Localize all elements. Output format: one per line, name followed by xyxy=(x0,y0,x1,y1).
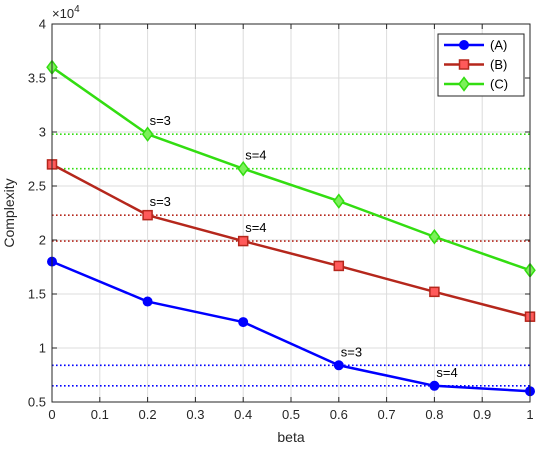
data-point xyxy=(141,126,154,142)
data-point xyxy=(237,160,250,177)
annotation-label: s=3 xyxy=(150,194,171,209)
series-line xyxy=(51,66,531,272)
x-axis-ticks: 0 0.1 0.2 0.3 0.4 0.5 0.6 0.7 0.8 0.9 1 xyxy=(48,24,534,422)
data-point xyxy=(332,193,345,209)
x-tick-label: 0.6 xyxy=(330,407,348,422)
legend: (A) (B) (C) xyxy=(437,33,525,97)
x-tick-label: 0.8 xyxy=(425,407,443,422)
y-tick-label: 1 xyxy=(39,341,46,356)
x-tick-label: 0.9 xyxy=(473,407,491,422)
annotations: s=3 s=4 s=3 s=4 s=3 s=4 xyxy=(150,113,458,380)
data-point xyxy=(142,296,153,307)
legend-label: (B) xyxy=(490,57,507,72)
x-tick-label: 0.5 xyxy=(282,407,300,422)
series-line xyxy=(51,163,531,318)
legend-marker xyxy=(458,59,470,70)
y-axis-exponent: ×104 xyxy=(52,4,80,21)
annotation-label: s=3 xyxy=(150,113,171,128)
y-axis-exponent-base: ×10 xyxy=(52,6,74,21)
annotation-label: s=4 xyxy=(245,220,266,235)
series-line xyxy=(51,260,531,393)
x-tick-label: 0 xyxy=(48,407,55,422)
y-axis-label: Complexity xyxy=(1,178,17,247)
annotation-label: s=3 xyxy=(341,344,362,359)
data-point xyxy=(142,209,153,221)
y-axis-exponent-power: 4 xyxy=(74,4,80,15)
data-point xyxy=(238,317,249,328)
series-3 xyxy=(46,59,536,278)
y-tick-label: 0.5 xyxy=(28,395,46,410)
data-point xyxy=(333,260,345,272)
data-point xyxy=(237,235,249,247)
x-tick-label: 0.4 xyxy=(234,407,252,422)
x-tick-label: 0.7 xyxy=(378,407,396,422)
data-point xyxy=(429,286,440,298)
data-point xyxy=(429,380,440,391)
legend-label: (A) xyxy=(490,38,507,53)
legend-marker xyxy=(459,40,469,50)
y-tick-label: 3.5 xyxy=(28,71,46,86)
annotation-label: s=4 xyxy=(245,148,266,163)
legend-marker xyxy=(458,76,470,92)
x-tick-label: 1 xyxy=(526,407,533,422)
y-tick-label: 1.5 xyxy=(28,287,46,302)
annotation-label: s=4 xyxy=(436,365,457,380)
y-tick-label: 2.5 xyxy=(28,179,46,194)
x-tick-label: 0.3 xyxy=(186,407,204,422)
legend-label: (C) xyxy=(490,77,508,92)
data-point xyxy=(428,229,441,245)
y-tick-label: 4 xyxy=(39,17,46,32)
y-axis-ticks: 0.5 1 1.5 2 2.5 3 3.5 4 xyxy=(28,17,530,410)
y-tick-label: 3 xyxy=(39,125,46,140)
y-tick-label: 2 xyxy=(39,233,46,248)
x-tick-label: 0.1 xyxy=(91,407,109,422)
x-axis-label: beta xyxy=(277,429,304,445)
legend-items: (A) (B) (C) xyxy=(444,38,508,92)
series-1 xyxy=(47,256,535,397)
data-point xyxy=(333,360,344,371)
x-tick-label: 0.2 xyxy=(139,407,157,422)
